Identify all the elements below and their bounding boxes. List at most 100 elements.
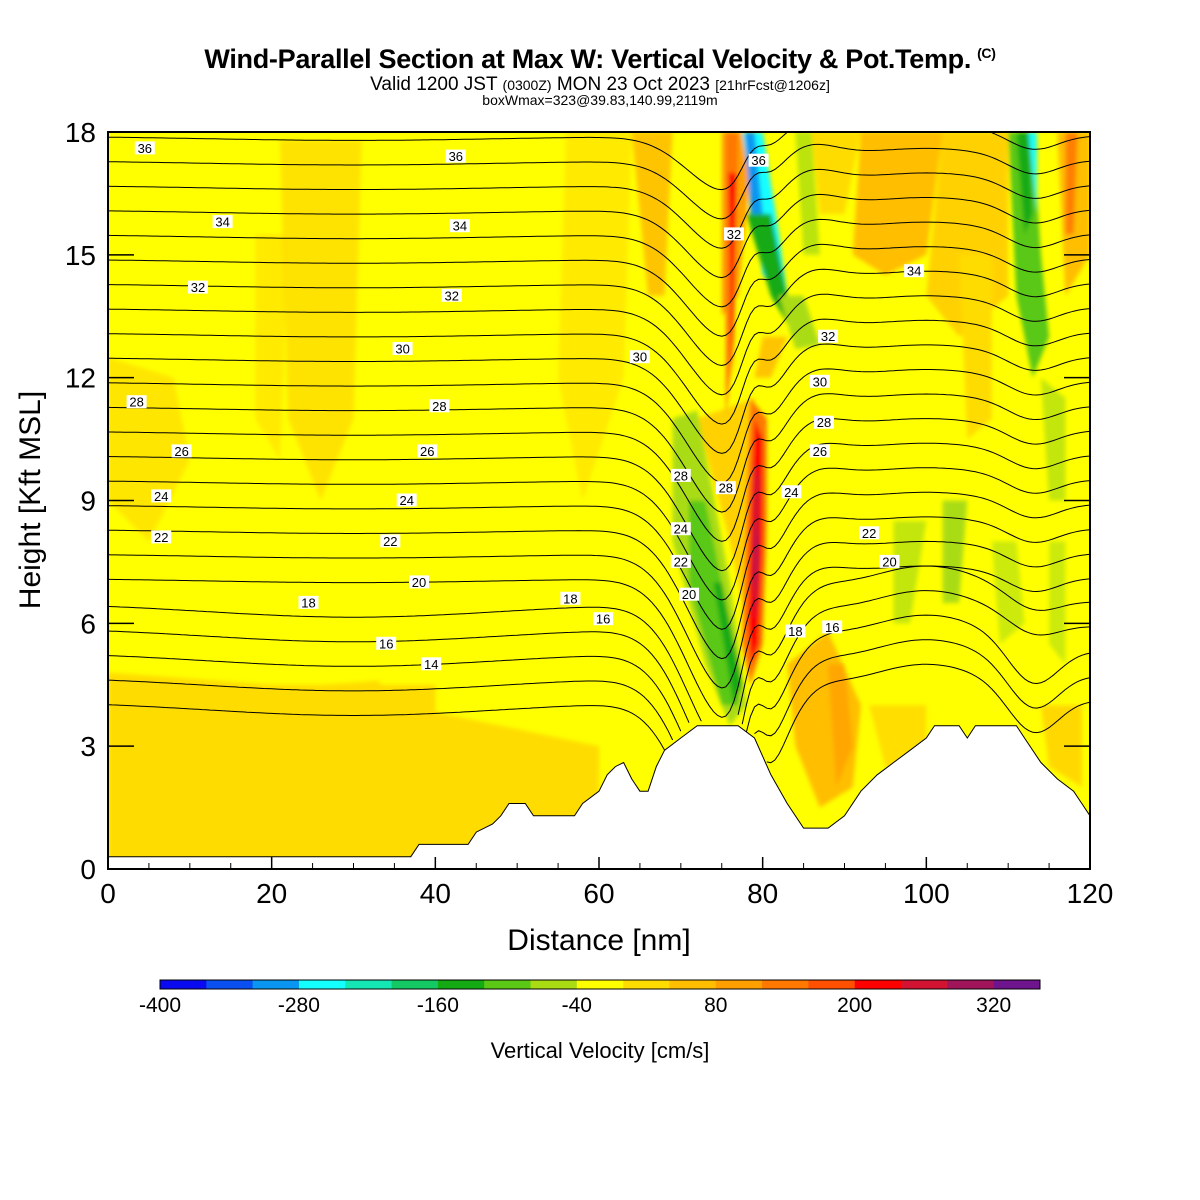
colorbar-tick-label: 80 bbox=[704, 994, 727, 1017]
contour-label-bg bbox=[809, 444, 830, 458]
colorbar-swatch bbox=[437, 980, 485, 989]
colorbar-swatch bbox=[298, 980, 346, 989]
velocity-region bbox=[779, 295, 820, 349]
contour-label-bg bbox=[814, 415, 834, 429]
colorbar-swatch bbox=[669, 980, 717, 989]
contour-label-bg bbox=[392, 342, 413, 355]
contour-label-text: 24 bbox=[154, 489, 168, 504]
contour-label: 28 bbox=[814, 415, 834, 430]
colorbar-frame bbox=[159, 979, 1041, 990]
velocity-region bbox=[1008, 132, 1050, 378]
colorbar-swatch bbox=[993, 980, 1041, 989]
x-tick-label: 0 bbox=[100, 878, 116, 909]
contour-label-bg bbox=[417, 444, 438, 458]
velocity-region bbox=[795, 132, 820, 255]
colorbar: -400 -280 -160 -40 80 200 320 bbox=[139, 979, 1041, 1017]
velocity-region bbox=[852, 132, 943, 276]
velocity-region bbox=[728, 172, 737, 378]
contour-label-bg bbox=[449, 219, 470, 233]
terrain-mask bbox=[108, 725, 1090, 869]
contour-label: 26 bbox=[171, 444, 192, 459]
x-tick-label: 20 bbox=[256, 878, 287, 909]
contour-label-text: 18 bbox=[788, 624, 802, 639]
colorbar-tick-label: -40 bbox=[562, 994, 592, 1017]
theta-contour bbox=[108, 318, 1090, 425]
contour-label-bg bbox=[151, 530, 172, 544]
contour-label-text: 34 bbox=[215, 215, 229, 230]
contour-label: 36 bbox=[134, 141, 155, 156]
contour-label: 28 bbox=[715, 481, 736, 496]
contour-label-text: 28 bbox=[719, 481, 733, 496]
y-tick-label: 0 bbox=[80, 854, 96, 885]
contour-label: 32 bbox=[441, 288, 462, 303]
contour-label-text: 18 bbox=[301, 595, 315, 610]
colorbar-swatch bbox=[762, 980, 809, 989]
theta-contour bbox=[108, 168, 1090, 249]
contour-label-bg bbox=[785, 624, 806, 638]
velocity-region bbox=[811, 132, 861, 214]
boxwmax-info: boxWmax=323@39.83,140.99,2119m bbox=[482, 92, 718, 108]
y-tick-label: 9 bbox=[80, 486, 96, 517]
contour-label-bg bbox=[593, 612, 614, 626]
contour-label-text: 32 bbox=[191, 280, 205, 295]
contour-label-text: 36 bbox=[449, 149, 463, 164]
contour-label-bg bbox=[429, 399, 450, 413]
theta-contour bbox=[108, 516, 1090, 660]
contour-label-bg bbox=[670, 522, 691, 536]
contour-label-text: 28 bbox=[432, 399, 446, 414]
contour-label: 34 bbox=[904, 264, 925, 279]
contour-label: 24 bbox=[151, 489, 172, 504]
x-tick-label: 80 bbox=[747, 878, 778, 909]
contour-label-bg bbox=[376, 636, 397, 650]
contour-label: 18 bbox=[785, 624, 806, 639]
theta-contour bbox=[108, 663, 1090, 764]
contour-label-bg bbox=[151, 489, 172, 503]
colorbar-swatch bbox=[530, 980, 578, 989]
colorbar-tick-label: 320 bbox=[976, 994, 1011, 1017]
y-tick-label: 12 bbox=[65, 363, 96, 394]
contour-label-text: 26 bbox=[813, 444, 827, 459]
contour-label-bg bbox=[409, 575, 429, 589]
contour-label-text: 28 bbox=[817, 415, 831, 430]
contour-label-bg bbox=[298, 595, 319, 609]
theta-contour bbox=[108, 293, 1090, 396]
colorbar-title: Vertical Velocity [cm/s] bbox=[491, 1038, 710, 1063]
contour-label: 22 bbox=[151, 530, 172, 545]
theta-contour bbox=[108, 491, 1090, 630]
contour-label-text: 16 bbox=[379, 636, 393, 651]
velocity-region bbox=[893, 521, 927, 624]
contour-label-bg bbox=[715, 481, 736, 495]
colorbar-swatch bbox=[576, 980, 624, 989]
contour-label: 20 bbox=[879, 554, 900, 569]
contour-label-bg bbox=[748, 153, 769, 167]
contour-label-text: 16 bbox=[825, 620, 839, 635]
contour-label-bg bbox=[781, 485, 802, 499]
contour-label-bg bbox=[396, 493, 417, 507]
colorbar-tick-label: -400 bbox=[139, 994, 181, 1017]
theta-contour bbox=[108, 132, 1090, 191]
colorbar-tick-label: -280 bbox=[278, 994, 320, 1017]
contour-label-bg bbox=[809, 374, 830, 388]
contour-label: 14 bbox=[421, 657, 442, 672]
contour-label: 30 bbox=[809, 374, 830, 389]
colorbar-swatch bbox=[715, 980, 763, 989]
contour-label-bg bbox=[822, 620, 843, 634]
title-text: Wind-Parallel Section at Max W: Vertical… bbox=[204, 44, 972, 74]
contour-label: 34 bbox=[449, 219, 470, 234]
x-tick-label: 40 bbox=[420, 878, 451, 909]
contour-label: 24 bbox=[670, 522, 691, 537]
valid-prefix: Valid 1200 JST bbox=[370, 74, 498, 95]
contour-label-text: 20 bbox=[882, 554, 896, 569]
velocity-region bbox=[754, 336, 788, 378]
theta-contour bbox=[108, 442, 1090, 572]
colorbar-swatch bbox=[345, 980, 393, 989]
velocity-region bbox=[991, 541, 1025, 644]
velocity-region bbox=[1016, 132, 1033, 235]
contour-label-text: 18 bbox=[563, 591, 577, 606]
theta-contour bbox=[108, 639, 1090, 741]
contour-label: 32 bbox=[724, 227, 744, 242]
contour-label-bg bbox=[904, 264, 925, 278]
contour-label: 36 bbox=[445, 149, 466, 164]
contour-label-bg bbox=[679, 587, 699, 601]
